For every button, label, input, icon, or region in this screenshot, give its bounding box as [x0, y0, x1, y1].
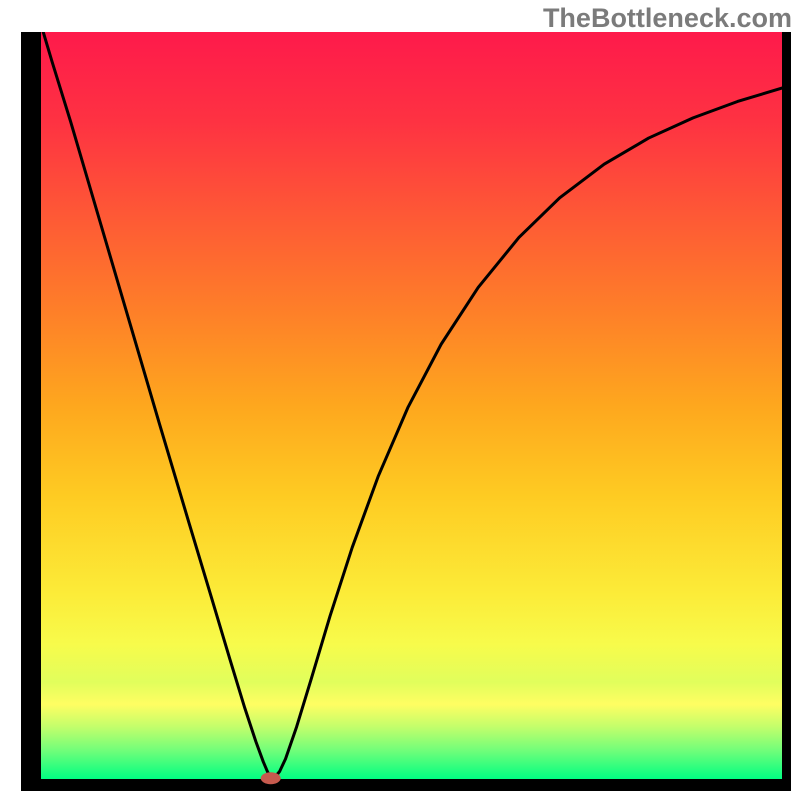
- minimum-marker: [261, 772, 281, 784]
- bottleneck-curve: [41, 25, 782, 777]
- frame-right: [782, 32, 791, 791]
- frame-left: [21, 32, 41, 791]
- chart-overlay: [0, 0, 800, 800]
- frame-bottom: [21, 779, 791, 791]
- watermark-text: TheBottleneck.com: [543, 3, 792, 34]
